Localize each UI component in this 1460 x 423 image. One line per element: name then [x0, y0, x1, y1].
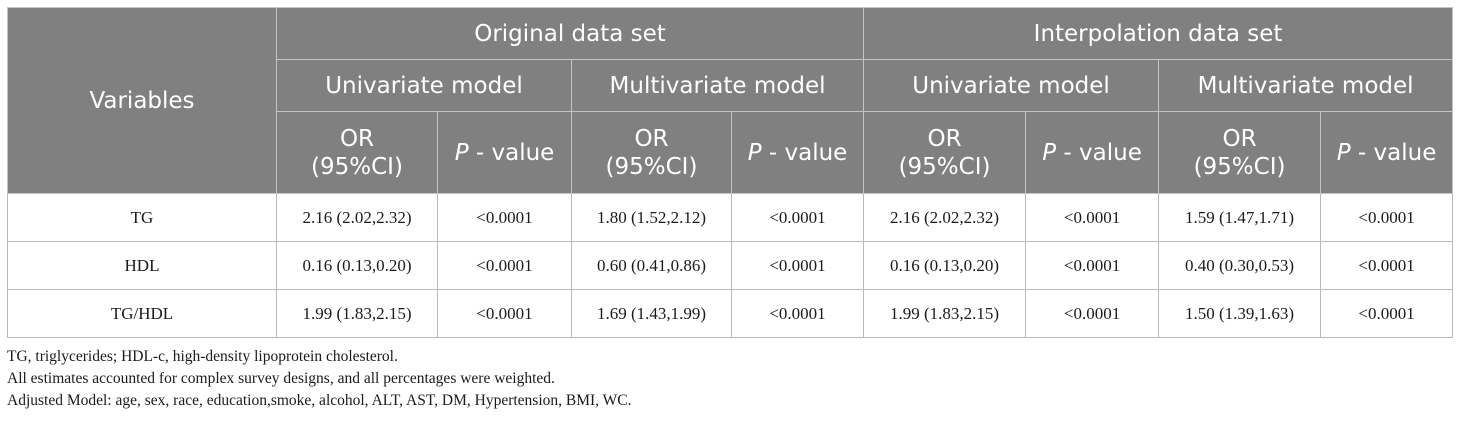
p-value-header: P - value — [730, 111, 865, 194]
results-table: Variables Original data set Interpolatio… — [7, 7, 1454, 338]
value-cell: <0.0001 — [1320, 241, 1454, 290]
or-header-line2: (95%CI) — [605, 153, 698, 180]
or-header: OR (95%CI) — [276, 111, 438, 194]
value-cell: <0.0001 — [730, 289, 865, 338]
value-cell: <0.0001 — [1025, 193, 1160, 242]
or-header: OR (95%CI) — [571, 111, 732, 194]
value-cell: <0.0001 — [1025, 289, 1160, 338]
table-container: Variables Original data set Interpolatio… — [7, 7, 1454, 412]
table-footnotes: TG, triglycerides; HDL-c, high-density l… — [7, 346, 1452, 412]
model-header: Univariate model — [863, 59, 1160, 112]
value-cell: 1.59 (1.47,1.71) — [1158, 193, 1322, 242]
value-cell: <0.0001 — [1320, 193, 1454, 242]
value-cell: 2.16 (2.02,2.32) — [863, 193, 1027, 242]
value-cell: <0.0001 — [437, 241, 572, 290]
footnote: Adjusted Model: age, sex, race, educatio… — [7, 392, 632, 409]
value-cell: <0.0001 — [730, 241, 865, 290]
value-cell: 1.50 (1.39,1.63) — [1158, 289, 1322, 338]
or-header: OR (95%CI) — [1158, 111, 1322, 194]
value-cell: 1.80 (1.52,2.12) — [571, 193, 732, 242]
footnote: TG, triglycerides; HDL-c, high-density l… — [7, 348, 398, 365]
table-row: TG 2.16 (2.02,2.32) <0.0001 1.80 (1.52,2… — [7, 193, 1454, 242]
or-header-line1: OR — [634, 125, 669, 152]
table-row: HDL 0.16 (0.13,0.20) <0.0001 0.60 (0.41,… — [7, 241, 1454, 290]
value-cell: <0.0001 — [730, 193, 865, 242]
value-cell: <0.0001 — [437, 193, 572, 242]
variable-cell: TG — [7, 193, 277, 242]
p-value-header: P - value — [437, 111, 572, 194]
p-letter: P — [454, 139, 469, 166]
group-header-original: Original data set — [275, 7, 865, 60]
or-header-line2: (95%CI) — [1193, 153, 1286, 180]
p-value-text: - value — [468, 139, 555, 166]
table-row: TG/HDL 1.99 (1.83,2.15) <0.0001 1.69 (1.… — [7, 289, 1454, 338]
or-header: OR (95%CI) — [863, 111, 1027, 194]
model-header: Multivariate model — [570, 59, 865, 112]
variable-cell: TG/HDL — [7, 289, 277, 338]
group-header-interpolation: Interpolation data set — [863, 7, 1454, 60]
value-cell: 0.40 (0.30,0.53) — [1158, 241, 1322, 290]
value-cell: <0.0001 — [437, 289, 572, 338]
p-value-header: P - value — [1320, 111, 1454, 194]
value-cell: 1.69 (1.43,1.99) — [571, 289, 732, 338]
p-value-header: P - value — [1025, 111, 1160, 194]
or-header-line2: (95%CI) — [898, 153, 991, 180]
variable-cell: HDL — [7, 241, 277, 290]
value-cell: 1.99 (1.83,2.15) — [863, 289, 1027, 338]
p-letter: P — [747, 139, 762, 166]
value-cell: 2.16 (2.02,2.32) — [276, 193, 438, 242]
or-header-line1: OR — [927, 125, 962, 152]
p-value-text: - value — [761, 139, 848, 166]
footnote: All estimates accounted for complex surv… — [7, 370, 555, 387]
model-header: Univariate model — [276, 59, 572, 112]
p-letter: P — [1336, 139, 1351, 166]
value-cell: <0.0001 — [1025, 241, 1160, 290]
value-cell: <0.0001 — [1320, 289, 1454, 338]
value-cell: 0.16 (0.13,0.20) — [863, 241, 1027, 290]
p-value-text: - value — [1350, 139, 1437, 166]
value-cell: 0.16 (0.13,0.20) — [276, 241, 438, 290]
value-cell: 1.99 (1.83,2.15) — [276, 289, 438, 338]
or-header-line2: (95%CI) — [311, 153, 403, 180]
model-header: Multivariate model — [1158, 59, 1454, 112]
or-header-line1: OR — [1222, 125, 1257, 152]
p-letter: P — [1042, 139, 1057, 166]
value-cell: 0.60 (0.41,0.86) — [571, 241, 732, 290]
variables-header: Variables — [7, 7, 277, 194]
p-value-text: - value — [1056, 139, 1142, 166]
or-header-line1: OR — [339, 125, 375, 152]
